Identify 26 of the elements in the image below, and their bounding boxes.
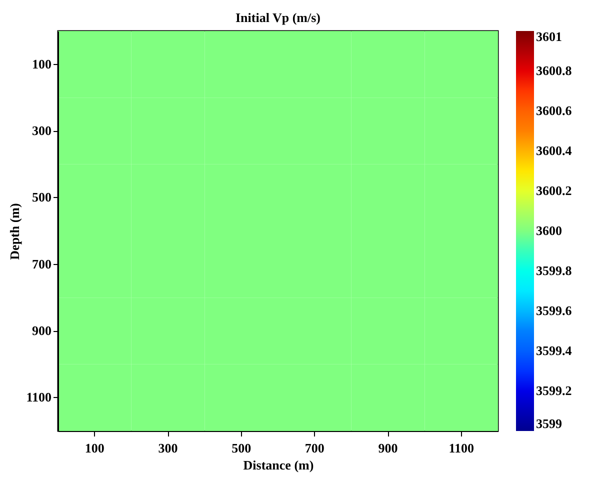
color-bar-label: 3600.8	[536, 63, 572, 78]
color-bar-label: 3599.8	[536, 263, 572, 278]
y-tick-label: 300	[32, 123, 52, 138]
color-bar-label: 3600.6	[536, 103, 572, 118]
x-axis-title: Distance (m)	[243, 458, 314, 472]
color-bar-label: 3600.4	[536, 143, 572, 158]
color-bar-label: 3599	[536, 416, 562, 431]
x-tick-label: 300	[158, 440, 178, 456]
x-tick-label: 100	[84, 440, 104, 456]
color-bar-label: 3599.2	[536, 383, 572, 398]
color-bar-label: 3601	[536, 29, 562, 44]
y-tick-label: 700	[32, 256, 52, 272]
chart-title: Initial Vp (m/s)	[236, 10, 320, 25]
y-tick-label: 1100	[26, 390, 52, 405]
x-tick-label: 1100	[448, 440, 474, 456]
y-tick-label: 500	[32, 190, 52, 205]
color-bar-label: 3599.4	[536, 343, 572, 358]
y-tick-label: 100	[32, 56, 52, 72]
color-bar-label: 3599.6	[536, 303, 572, 318]
x-tick-label: 900	[378, 440, 398, 456]
color-bar-label: 3600.2	[536, 183, 572, 198]
y-tick-label: 900	[32, 323, 52, 338]
x-tick-label: 700	[304, 440, 324, 456]
x-tick-label: 500	[232, 440, 252, 456]
y-axis-title: Depth (m)	[7, 203, 22, 260]
color-bar-label: 3600	[536, 223, 562, 238]
